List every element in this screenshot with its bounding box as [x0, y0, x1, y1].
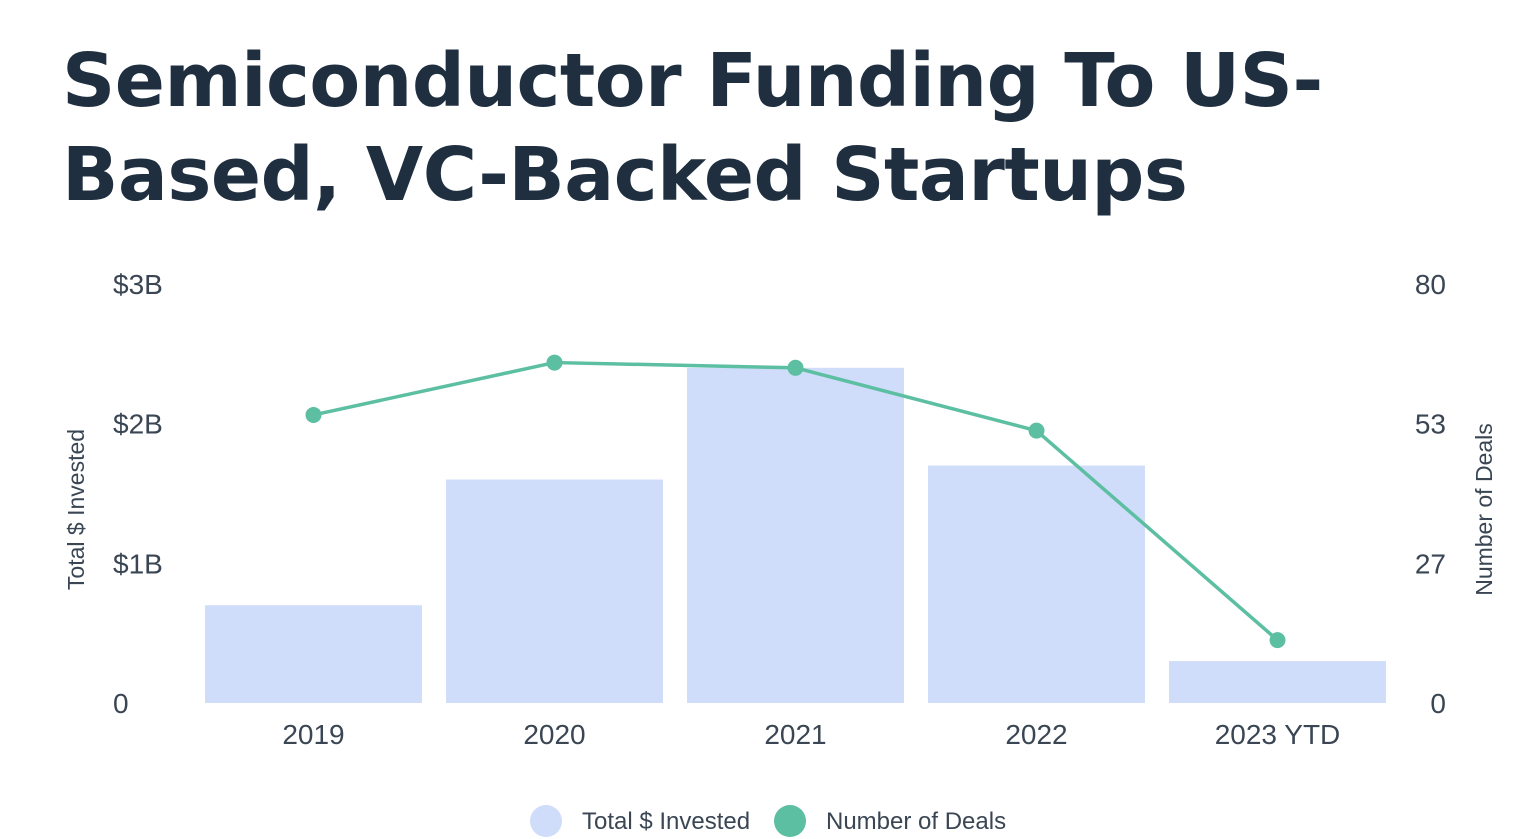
bar-2023-ytd	[1169, 661, 1386, 703]
deals-point-2019	[305, 406, 322, 423]
y2-tick-label: 0	[1430, 688, 1446, 719]
deals-point-2022	[1028, 422, 1045, 439]
legend-bar-label: Total $ Invested	[582, 808, 750, 835]
x-tick-label: 2019	[282, 719, 344, 750]
legend-bar-swatch	[530, 805, 562, 837]
bar-2021	[687, 367, 904, 703]
x-tick-label: 2021	[764, 719, 826, 750]
x-tick-label: 2020	[523, 719, 585, 750]
bar-2019	[205, 605, 422, 703]
y-tick-label: $3B	[113, 269, 163, 300]
legend-line-swatch	[774, 805, 806, 837]
chart-title: Semiconductor Funding To US-Based, VC-Ba…	[62, 38, 1323, 218]
y-tick-label: 0	[113, 688, 129, 719]
x-tick-label: 2023 YTD	[1215, 719, 1341, 750]
y2-axis-label: Number of Deals	[1471, 423, 1497, 596]
deals-point-2021	[787, 359, 804, 376]
bar-2020	[446, 479, 663, 703]
bar-2022	[928, 465, 1145, 703]
y2-tick-label: 27	[1415, 548, 1446, 579]
y-tick-label: $2B	[113, 409, 163, 440]
y-axis-label: Total $ Invested	[63, 429, 89, 590]
x-tick-label: 2022	[1005, 719, 1067, 750]
deals-point-2023-ytd	[1269, 632, 1286, 649]
legend-line-label: Number of Deals	[826, 808, 1006, 835]
y-tick-label: $1B	[113, 548, 163, 579]
y2-tick-label: 53	[1415, 409, 1446, 440]
deals-point-2020	[546, 354, 563, 371]
y2-tick-label: 80	[1415, 269, 1446, 300]
